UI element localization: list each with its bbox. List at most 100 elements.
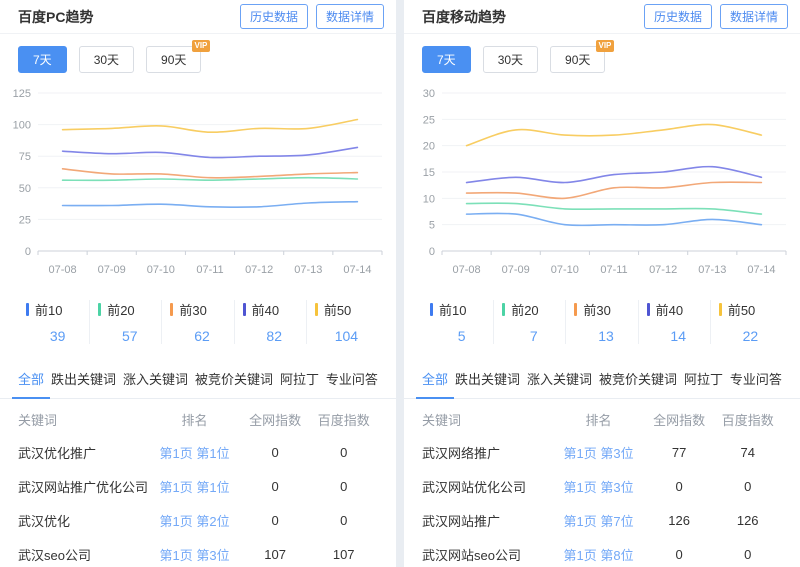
keyword-cell: 武汉网站seo公司 <box>422 547 521 563</box>
legend-count-link[interactable]: 7 <box>529 328 538 344</box>
legend-count-link[interactable]: 57 <box>122 328 138 344</box>
col-header-rank: 排名 <box>585 413 612 428</box>
legend-mark-icon <box>430 303 433 316</box>
legend-label: 前30 <box>170 300 233 319</box>
keyword-tab[interactable]: 专业问答 <box>325 372 378 387</box>
legend-count-link[interactable]: 82 <box>266 328 282 344</box>
history-data-button[interactable]: 历史数据 <box>239 4 308 29</box>
rank-link[interactable]: 第1页 第8位 <box>563 547 634 563</box>
table-row: 武汉网站优化公司 第1页 第3位 0 0 <box>422 469 782 503</box>
svg-text:07-14: 07-14 <box>747 264 775 276</box>
legend-item: 前50 22 <box>711 300 782 344</box>
legend-count-link[interactable]: 13 <box>598 328 614 344</box>
legend-count-link[interactable]: 104 <box>334 328 359 344</box>
legend-mark-icon <box>646 303 650 316</box>
history-data-button[interactable]: 历史数据 <box>643 4 712 29</box>
svg-text:50: 50 <box>19 183 31 195</box>
keyword-tab[interactable]: 被竞价关键词 <box>194 372 273 387</box>
keyword-tab[interactable]: 涨入关键词 <box>122 372 188 387</box>
baidu-index-cell: 107 <box>332 546 355 562</box>
range-tab[interactable]: 30天 <box>482 46 539 73</box>
rank-link[interactable]: 第1页 第1位 <box>159 479 230 495</box>
baidu-index-cell: 0 <box>340 478 348 494</box>
keyword-tab[interactable]: 涨入关键词 <box>526 372 592 387</box>
table-row: 武汉优化 第1页 第2位 0 0 <box>18 503 378 537</box>
svg-text:07-09: 07-09 <box>502 264 530 276</box>
svg-text:07-10: 07-10 <box>147 264 175 276</box>
legend-count-link[interactable]: 39 <box>49 328 66 344</box>
keyword-cell: 武汉网络推广 <box>422 445 501 461</box>
legend-mark-icon <box>242 303 246 316</box>
legend-mark-icon <box>502 303 506 316</box>
keyword-tab[interactable]: 跌出关键词 <box>50 372 116 387</box>
baidu-index-cell: 126 <box>736 512 759 528</box>
legend-label: 前10 <box>430 300 493 319</box>
legend-mark-icon <box>170 303 174 316</box>
range-tab[interactable]: 7天 <box>18 46 67 73</box>
keyword-tab[interactable]: 全部 <box>415 360 455 399</box>
web-index-cell: 0 <box>271 478 279 494</box>
keyword-tab[interactable]: 全部 <box>11 360 51 399</box>
keyword-tab[interactable]: 阿拉丁 <box>683 372 723 387</box>
legend-rank-label: 前50 <box>323 303 352 318</box>
data-detail-button[interactable]: 数据详情 <box>315 4 384 29</box>
svg-text:07-10: 07-10 <box>551 264 579 276</box>
range-tab[interactable]: 90天 VIP <box>146 40 211 73</box>
legend-label: 前20 <box>502 300 565 319</box>
legend-rank-label: 前50 <box>727 303 756 318</box>
keyword-tab[interactable]: 阿拉丁 <box>279 372 319 387</box>
legend-mark-icon <box>574 303 578 316</box>
web-index-cell: 107 <box>264 546 286 562</box>
svg-text:07-12: 07-12 <box>649 264 677 276</box>
svg-text:15: 15 <box>423 167 435 179</box>
rank-link[interactable]: 第1页 第3位 <box>563 445 634 461</box>
col-header-keyword: 关键词 <box>18 413 58 428</box>
keyword-tab[interactable]: 被竞价关键词 <box>598 372 677 387</box>
svg-text:0: 0 <box>429 246 435 258</box>
range-tab[interactable]: 7天 <box>422 46 471 73</box>
legend-label: 前40 <box>242 300 306 319</box>
keyword-cell: 武汉优化推广 <box>18 445 97 461</box>
legend-count-link[interactable]: 62 <box>194 328 210 344</box>
legend-count-link[interactable]: 14 <box>670 328 686 344</box>
keyword-tab[interactable]: 专业问答 <box>729 372 782 387</box>
header-actions: 历史数据 数据详情 <box>232 4 384 29</box>
keyword-cell: 武汉网站推广 <box>422 513 501 529</box>
svg-text:20: 20 <box>423 141 435 153</box>
panel-header: 百度PC趋势 历史数据 数据详情 <box>0 0 396 34</box>
range-tab[interactable]: 90天 VIP <box>550 40 615 73</box>
svg-text:75: 75 <box>19 151 31 163</box>
rank-link[interactable]: 第1页 第3位 <box>159 547 230 563</box>
legend-rank-label: 前40 <box>251 303 280 318</box>
legend-item: 前50 104 <box>307 300 378 344</box>
vip-badge: VIP <box>191 40 211 52</box>
table-row: 武汉网站推广 第1页 第7位 126 126 <box>422 503 782 537</box>
pc-trend-chart: 0 25 50 75 100 125 07-08 07-09 07-10 07-11 07-12 07… <box>13 88 383 276</box>
range-tab[interactable]: 30天 <box>78 46 135 73</box>
keyword-tab[interactable]: 跌出关键词 <box>454 372 520 387</box>
svg-text:07-11: 07-11 <box>196 264 223 276</box>
header-actions: 历史数据 数据详情 <box>636 4 788 29</box>
legend-rank-label: 前30 <box>583 303 611 318</box>
svg-text:07-12: 07-12 <box>245 264 273 276</box>
svg-text:5: 5 <box>429 220 435 232</box>
rank-link[interactable]: 第1页 第7位 <box>563 513 634 529</box>
svg-text:07-13: 07-13 <box>294 264 322 276</box>
keyword-cell: 武汉网站优化公司 <box>422 479 527 495</box>
svg-text:100: 100 <box>13 120 31 132</box>
page-title: 百度PC趋势 <box>18 8 94 25</box>
legend-count-link[interactable]: 22 <box>742 328 759 344</box>
svg-text:07-08: 07-08 <box>49 264 77 276</box>
svg-text:25: 25 <box>423 114 435 126</box>
rank-link[interactable]: 第1页 第3位 <box>563 479 634 495</box>
legend-rank-label: 前30 <box>179 303 207 318</box>
data-detail-button[interactable]: 数据详情 <box>719 4 788 29</box>
keyword-tabs: 全部 跌出关键词 涨入关键词 被竞价关键词 阿拉丁 专业问答 <box>404 360 800 399</box>
table-row: 武汉seo公司 第1页 第3位 107 107 <box>18 537 378 567</box>
legend-item: 前10 5 <box>422 300 495 344</box>
rank-link[interactable]: 第1页 第2位 <box>159 513 230 529</box>
range-tabs: 7天 30天 90天 VIP <box>0 34 396 77</box>
legend-mark-icon <box>718 303 722 316</box>
rank-link[interactable]: 第1页 第1位 <box>159 445 230 461</box>
legend-count-link[interactable]: 5 <box>457 328 466 344</box>
